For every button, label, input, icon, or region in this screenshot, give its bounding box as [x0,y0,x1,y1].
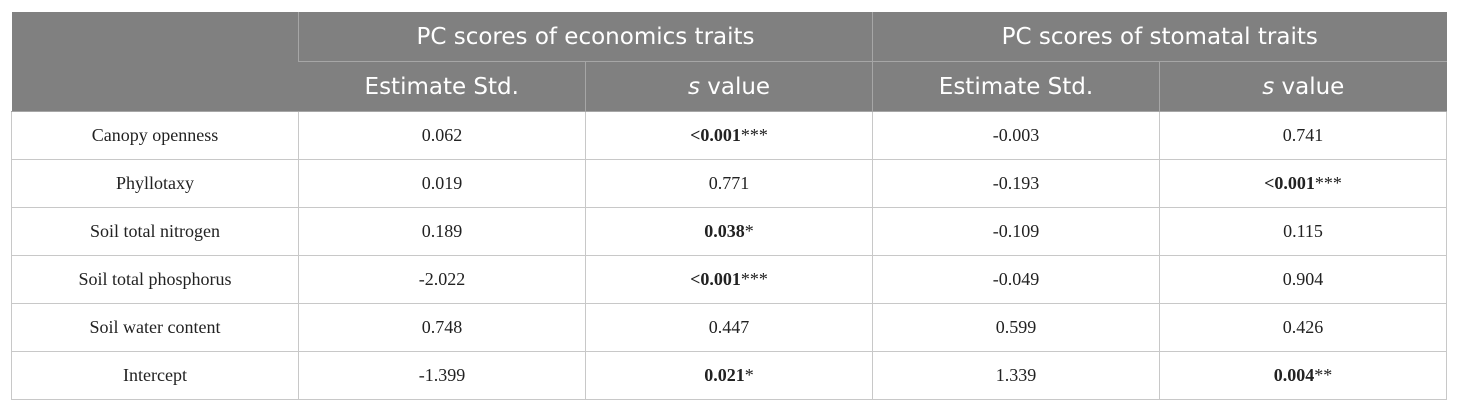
value-cell: -0.109 [872,207,1160,256]
value-cell: 0.021* [585,351,873,400]
value-cell: 0.115 [1158,207,1448,256]
table-body: Canopy openness 0.062 <0.001*** -0.003 0.741… [11,111,1448,400]
header-text: value [707,73,771,100]
value-cell: -0.049 [872,255,1160,304]
value-cell: 0.771 [585,159,873,208]
row-label: Intercept [11,351,299,400]
symbol: s [687,73,700,100]
value-cell: 1.339 [872,351,1160,400]
significance-mark: ** [1314,365,1333,385]
significance-mark: *** [740,125,768,145]
value-cell: <0.001*** [1158,159,1448,208]
column-header: s value [1158,61,1447,112]
value-cell: 0.019 [298,159,586,208]
corner-cell [11,12,299,112]
column-header: s value [585,61,873,112]
significant-value: 0.021 [704,365,745,385]
significance-mark: *** [740,269,768,289]
header-text: value [1281,73,1345,100]
value-cell: 0.038* [585,207,873,256]
value-cell: -0.193 [872,159,1160,208]
value-cell: 0.004** [1158,351,1448,400]
significant-value: <0.001 [690,269,741,289]
value-cell: 0.189 [298,207,586,256]
value-cell: 0.904 [1158,255,1448,304]
table-row: Intercept -1.399 0.021* 1.339 0.004** [11,351,1448,400]
row-label: Soil water content [11,303,299,352]
row-label: Soil total nitrogen [11,207,299,256]
significant-value: 0.038 [704,221,745,241]
results-table: PC scores of economics traits PC scores o… [11,12,1448,400]
header-row: PC scores of economics traits PC scores o… [11,12,1447,112]
value-cell: 0.741 [1158,111,1448,160]
table-row: Phyllotaxy 0.019 0.771 -0.193 <0.001*** [11,159,1448,208]
significant-value: <0.001 [1264,173,1315,193]
table-header: PC scores of economics traits PC scores o… [11,12,1447,112]
value-cell: <0.001*** [585,255,873,304]
value-cell: 0.447 [585,303,873,352]
value-cell: 0.748 [298,303,586,352]
row-label: Soil total phosphorus [11,255,299,304]
value-cell: 0.062 [298,111,586,160]
header-text: Estimate Std. [364,73,519,100]
value-cell: <0.001*** [585,111,873,160]
significant-value: 0.004 [1273,365,1315,385]
column-header: Estimate Std. [872,61,1160,112]
value-cell: 0.426 [1158,303,1448,352]
row-label: Phyllotaxy [11,159,299,208]
significance-mark: * [744,221,754,241]
table-row: Soil total phosphorus -2.022 <0.001*** -0.0… [11,255,1448,304]
header-text: Estimate Std. [938,73,1094,100]
value-cell: -0.003 [872,111,1160,160]
table-row: Canopy openness 0.062 <0.001*** -0.003 0.741 [11,111,1448,160]
column-header: Estimate Std. [298,61,586,112]
table-row: Soil water content 0.748 0.447 0.599 0.426 [11,303,1448,352]
significance-mark: * [744,365,754,385]
significant-value: <0.001 [690,125,741,145]
value-cell: -1.399 [298,351,586,400]
table-row: Soil total nitrogen 0.189 0.038* -0.109 0.11… [11,207,1448,256]
symbol: s [1262,73,1275,100]
significance-mark: *** [1314,173,1342,193]
group-header: PC scores of economics traits [298,12,873,62]
value-cell: 0.599 [872,303,1160,352]
group-header: PC scores of stomatal traits [871,12,1447,62]
row-label: Canopy openness [11,111,299,160]
value-cell: -2.022 [298,255,586,304]
